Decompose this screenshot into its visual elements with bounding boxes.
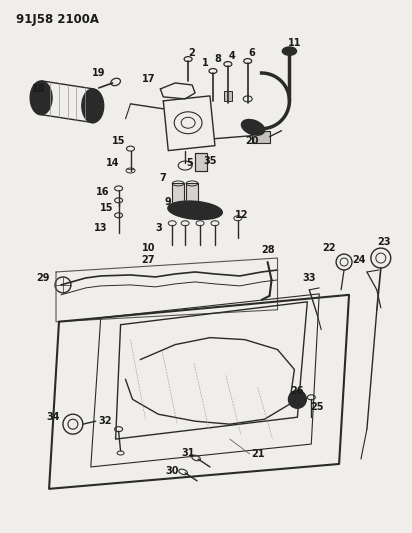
Text: 14: 14: [106, 158, 119, 167]
Text: 6: 6: [248, 48, 255, 58]
Ellipse shape: [30, 81, 52, 115]
Text: 91J58 2100A: 91J58 2100A: [16, 13, 99, 26]
Text: 19: 19: [92, 68, 105, 78]
Text: 4: 4: [228, 51, 235, 61]
Text: 7: 7: [159, 173, 166, 183]
Text: 2: 2: [189, 48, 195, 58]
Text: 34: 34: [46, 412, 60, 422]
Text: 33: 33: [302, 273, 316, 283]
Text: 25: 25: [311, 402, 324, 412]
Text: 26: 26: [290, 386, 304, 397]
Text: 18: 18: [32, 84, 46, 94]
Text: 21: 21: [251, 449, 265, 459]
Text: 10: 10: [142, 243, 155, 253]
Ellipse shape: [168, 201, 222, 220]
Circle shape: [288, 390, 306, 408]
Text: 11: 11: [288, 38, 301, 48]
Text: 27: 27: [142, 255, 155, 265]
Bar: [186, 183, 198, 205]
Text: 9: 9: [165, 197, 172, 207]
Ellipse shape: [82, 89, 104, 123]
Text: 28: 28: [261, 245, 274, 255]
Text: 8: 8: [215, 54, 221, 64]
Text: 12: 12: [235, 210, 248, 220]
Text: 32: 32: [98, 416, 111, 426]
Text: 15: 15: [100, 203, 113, 213]
Text: 5: 5: [187, 158, 194, 167]
Text: 1: 1: [201, 58, 208, 68]
Bar: [224, 91, 232, 101]
Bar: [172, 183, 184, 205]
Text: 35: 35: [203, 156, 217, 166]
Text: 17: 17: [142, 74, 155, 84]
Text: 24: 24: [352, 255, 366, 265]
Bar: [195, 152, 207, 171]
Text: 30: 30: [166, 466, 179, 476]
Text: 3: 3: [155, 223, 162, 233]
Text: 22: 22: [323, 243, 336, 253]
Text: 31: 31: [181, 448, 195, 458]
Text: 16: 16: [96, 188, 110, 197]
Text: 29: 29: [36, 273, 50, 283]
Text: 23: 23: [377, 237, 391, 247]
Ellipse shape: [241, 119, 265, 135]
Ellipse shape: [283, 47, 296, 55]
Text: 15: 15: [112, 136, 125, 146]
Text: 13: 13: [94, 223, 108, 233]
Text: 20: 20: [245, 136, 258, 146]
Bar: [195, 152, 207, 171]
Bar: [252, 131, 269, 143]
